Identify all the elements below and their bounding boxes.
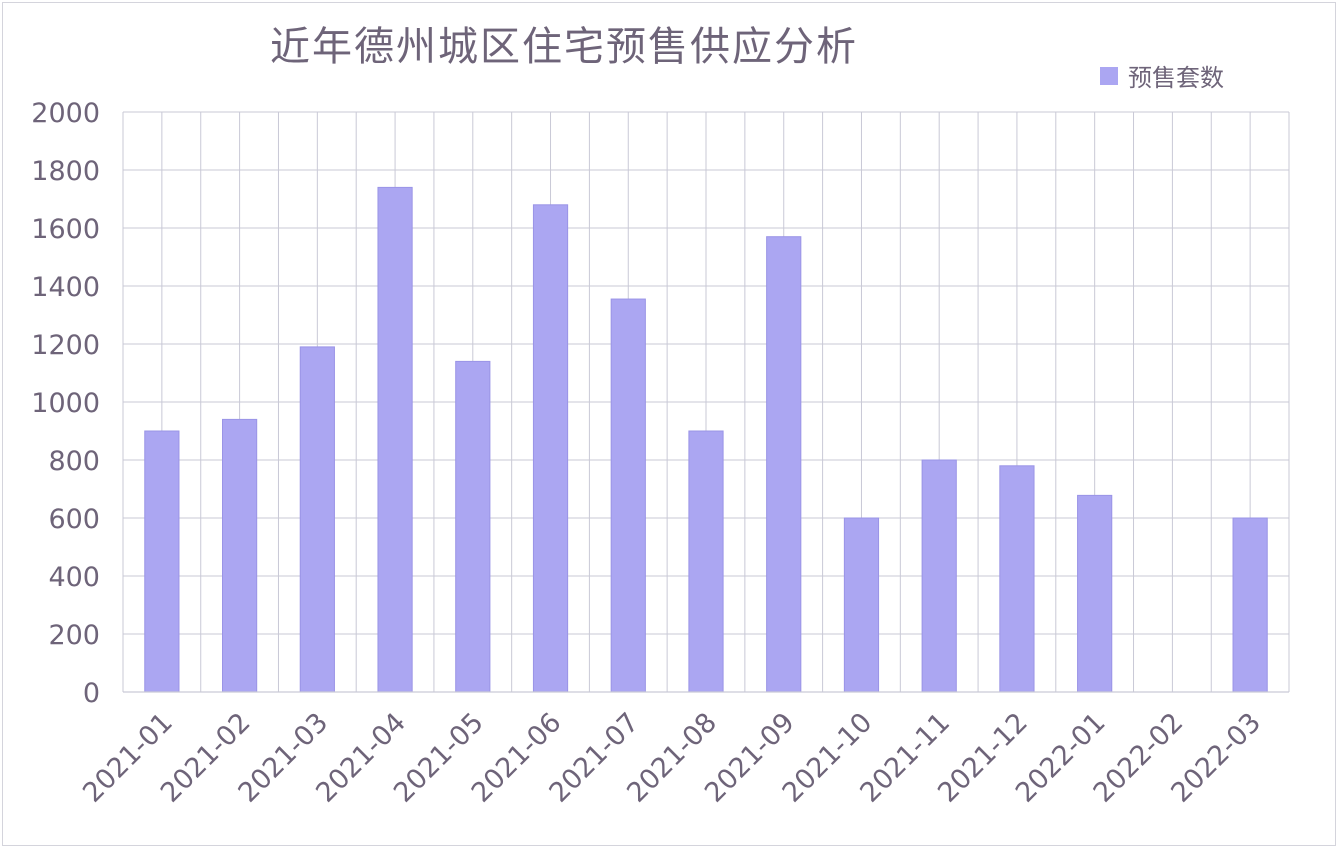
- y-tick-label: 1000: [31, 388, 100, 419]
- bar: [999, 465, 1035, 693]
- y-tick-label: 2000: [31, 98, 100, 129]
- bar: [1077, 494, 1113, 693]
- bar: [532, 204, 569, 693]
- y-tick-label: 800: [48, 446, 100, 477]
- bar: [299, 346, 335, 693]
- y-tick-label: 600: [48, 504, 100, 535]
- y-tick-label: 400: [48, 562, 100, 593]
- legend-label: 预售套数: [1128, 64, 1224, 92]
- y-tick-label: 1200: [31, 330, 100, 361]
- bar: [221, 418, 258, 693]
- bar: [766, 236, 802, 693]
- bar: [688, 430, 724, 693]
- y-tick-label: 1400: [31, 272, 100, 303]
- bar: [843, 517, 880, 693]
- y-tick-label: 1600: [31, 214, 100, 245]
- bar: [455, 360, 491, 693]
- bar: [610, 298, 646, 693]
- legend-swatch: [1100, 66, 1118, 85]
- y-tick-label: 200: [48, 620, 100, 651]
- bar: [144, 430, 180, 693]
- bar: [921, 459, 957, 693]
- y-tick-label: 1800: [31, 156, 100, 187]
- chart-title: 近年德州城区住宅预售供应分析: [270, 24, 858, 70]
- bar: [1232, 517, 1268, 693]
- bar: [377, 186, 413, 693]
- y-tick-label: 0: [83, 678, 100, 709]
- legend: 预售套数: [1100, 58, 1224, 93]
